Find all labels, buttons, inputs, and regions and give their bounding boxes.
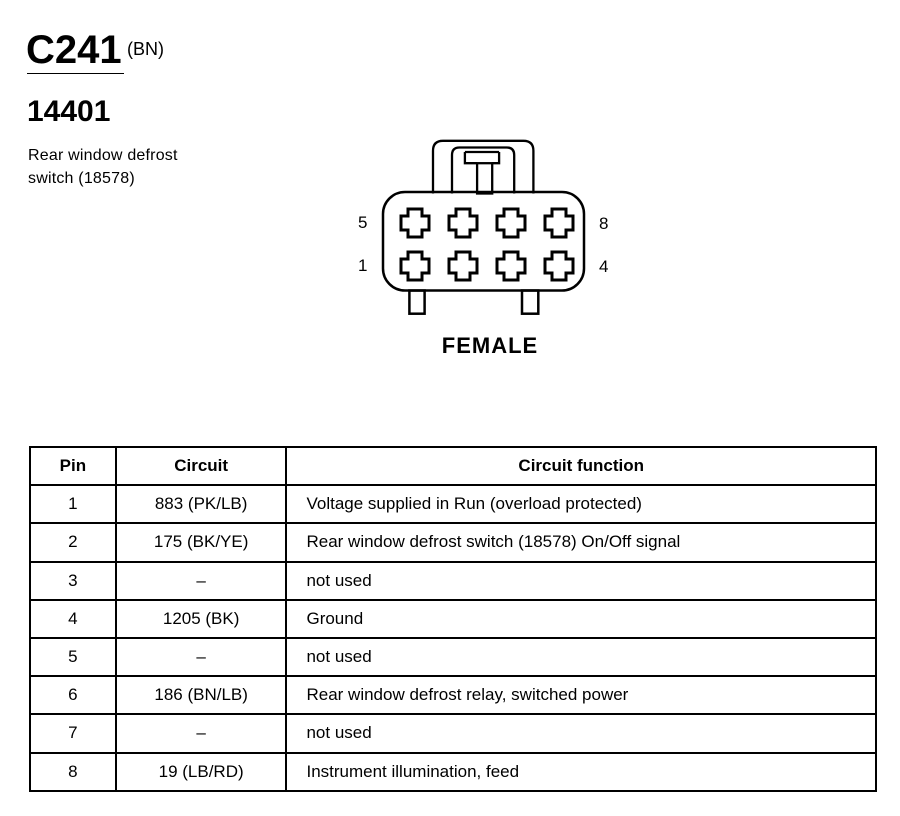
- svg-text:1: 1: [358, 256, 367, 275]
- svg-text:5: 5: [358, 213, 367, 232]
- svg-text:8: 8: [599, 214, 608, 233]
- svg-text:4: 4: [599, 257, 608, 276]
